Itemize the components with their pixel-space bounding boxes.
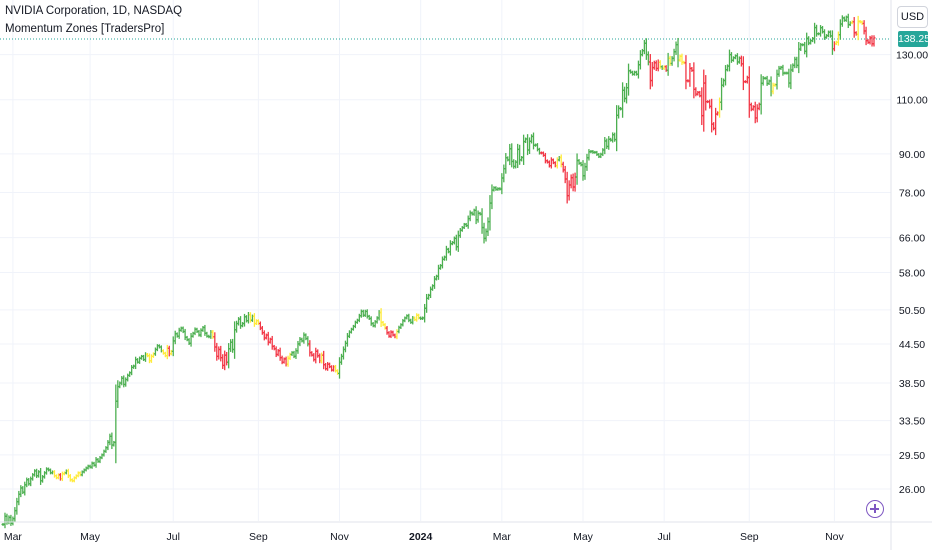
y-tick-label: 50.50 — [899, 305, 925, 317]
y-tick-label: 78.00 — [899, 187, 925, 199]
x-tick-label: May — [80, 531, 101, 543]
y-tick-label: 130.00 — [896, 50, 928, 62]
currency-button[interactable]: USD — [897, 6, 928, 28]
price-axis[interactable]: 26.00 29.50 33.50 38.50 44.50 50.50 58.00 66.00… — [896, 50, 928, 496]
y-tick-label: 90.00 — [899, 149, 925, 161]
indicator-legend[interactable]: Momentum Zones [TradersPro] — [5, 23, 165, 35]
y-tick-label: 44.50 — [899, 339, 925, 351]
last-price-badge: 138.25 — [898, 31, 931, 47]
x-tick-label: Jul — [657, 531, 670, 543]
y-tick-label: 110.00 — [896, 95, 927, 107]
x-tick-label: May — [573, 531, 594, 543]
x-tick-label: Sep — [740, 531, 759, 543]
y-tick-label: 29.50 — [899, 450, 925, 462]
ohlc-bar — [872, 35, 876, 47]
x-tick-label: Mar — [493, 531, 512, 543]
x-tick-label: Nov — [330, 531, 349, 543]
grid — [0, 0, 891, 521]
y-tick-label: 38.50 — [899, 378, 925, 390]
symbol-legend[interactable]: NVIDIA Corporation, 1D, NASDAQ — [5, 5, 183, 17]
time-axis[interactable]: Mar May Jul Sep Nov 2024 Mar May Jul Sep Nov — [4, 531, 845, 543]
y-tick-label: 58.00 — [899, 267, 925, 279]
x-tick-label: 2024 — [409, 531, 433, 543]
x-tick-label: Jul — [167, 531, 180, 543]
ohlc-bars — [1, 13, 876, 529]
target-icon[interactable] — [866, 500, 884, 518]
x-tick-label: Sep — [249, 531, 268, 543]
y-tick-label: 33.50 — [899, 416, 925, 428]
y-tick-label: 26.00 — [899, 484, 925, 496]
y-tick-label: 66.00 — [899, 233, 925, 245]
x-tick-label: Nov — [825, 531, 844, 543]
x-tick-label: Mar — [4, 531, 23, 543]
